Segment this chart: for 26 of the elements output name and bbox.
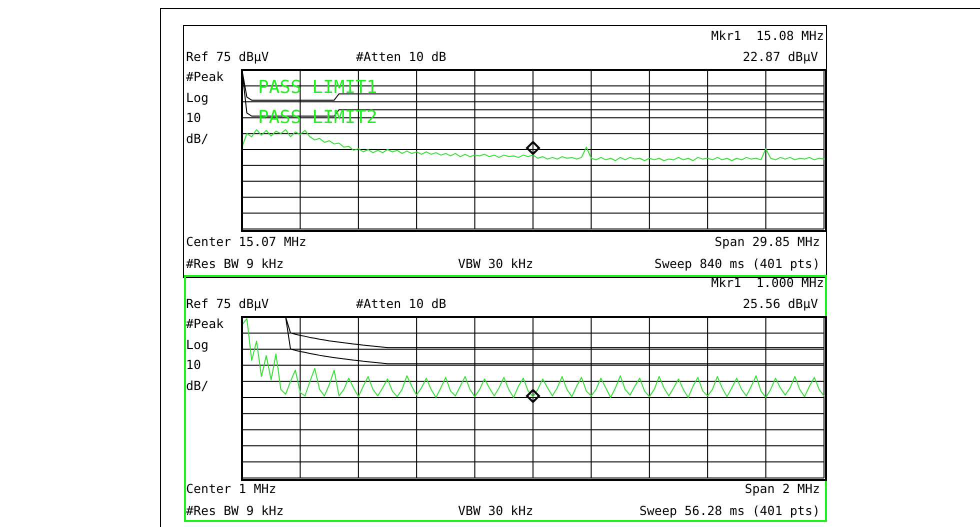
text: 10 — [186, 356, 202, 372]
text: Span 2 MHz — [744, 480, 820, 496]
text: VBW 30 kHz — [458, 256, 534, 271]
text: #Peak — [186, 68, 224, 84]
text: #Atten 10 dB — [356, 48, 446, 64]
text: dB/ — [186, 378, 209, 393]
text: Center 15.07 MHz — [186, 234, 306, 249]
text: VBW 30 kHz — [458, 502, 534, 518]
text: #Atten 10 dB — [356, 296, 446, 311]
text: Mkr1 15.08 MHz — [711, 28, 824, 43]
text: #Peak — [186, 316, 224, 331]
text: #Res BW 9 kHz — [186, 502, 284, 518]
text: dB/ — [186, 130, 209, 146]
text: Sweep 840 ms (401 pts) — [654, 256, 820, 271]
text: 25.56 dBµV — [742, 296, 818, 311]
text: Span 29.85 MHz — [714, 234, 820, 249]
text: Log — [186, 336, 209, 352]
text: Center 1 MHz — [186, 480, 276, 496]
text: Log — [186, 90, 209, 105]
text: #Res BW 9 kHz — [186, 256, 284, 271]
text: Ref 75 dBµV — [186, 296, 269, 311]
text: Ref 75 dBµV — [186, 48, 269, 64]
text: Mkr1 1.000 MHz — [711, 274, 824, 290]
text: 10 — [186, 110, 202, 125]
text: Sweep 56.28 ms (401 pts) — [639, 502, 820, 518]
text: 22.87 dBµV — [742, 48, 818, 64]
